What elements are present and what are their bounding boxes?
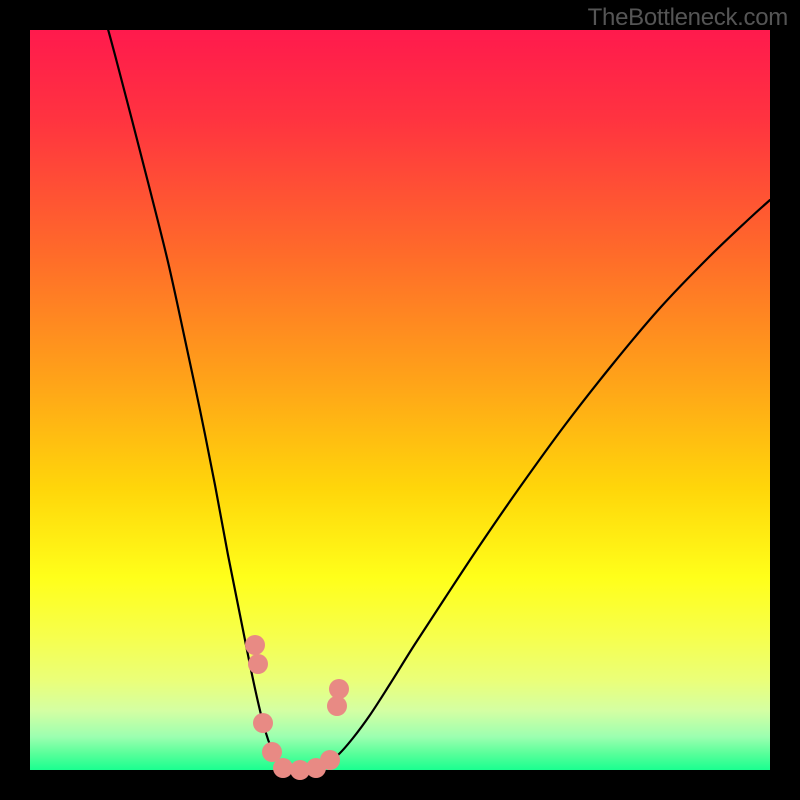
- data-marker: [320, 750, 340, 770]
- data-marker: [329, 679, 349, 699]
- watermark-text: TheBottleneck.com: [588, 4, 788, 32]
- chart-frame: TheBottleneck.com: [0, 0, 800, 800]
- data-marker: [273, 758, 293, 778]
- data-marker: [245, 635, 265, 655]
- bottleneck-chart: [0, 0, 800, 800]
- data-marker: [248, 654, 268, 674]
- data-marker: [327, 696, 347, 716]
- plot-area: [30, 30, 770, 770]
- data-marker: [253, 713, 273, 733]
